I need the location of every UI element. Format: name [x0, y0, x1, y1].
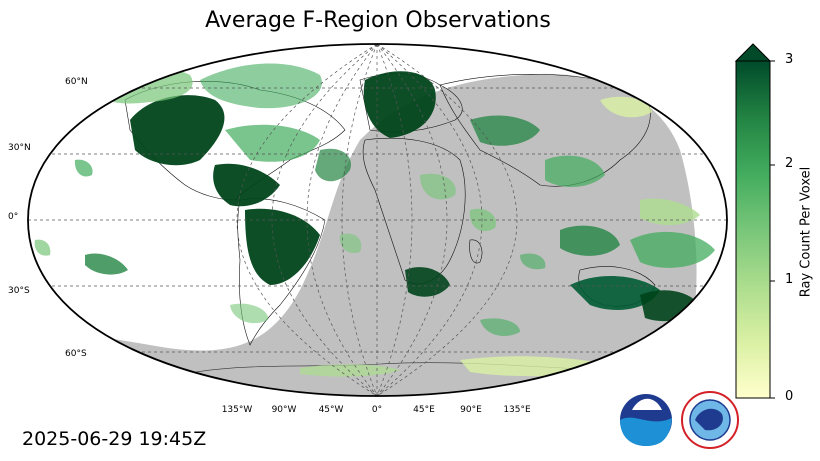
map-title: Average F-Region Observations	[205, 8, 551, 33]
lat-label-0: 0°	[8, 212, 18, 222]
lon-label-45w: 45°W	[319, 405, 344, 415]
night-shading	[60, 73, 697, 396]
timestamp: 2025-06-29 19:45Z	[22, 428, 207, 450]
colorbar-tick-3: 3	[785, 52, 794, 67]
lat-label-60n: 60°N	[65, 77, 88, 87]
colorbar-title: Ray Count Per Voxel	[798, 166, 814, 298]
colorbar-tick-2: 2	[785, 156, 794, 171]
lat-label-60s: 60°S	[65, 349, 87, 359]
lon-label-45e: 45°E	[413, 405, 435, 415]
graticule	[28, 44, 727, 396]
colorbar-tick-1: 1	[785, 272, 794, 287]
lat-label-30s: 30°S	[8, 286, 30, 296]
noaa-logo-text: NOAA	[635, 404, 658, 412]
noaa-logo	[620, 394, 672, 446]
lat-label-30n: 30°N	[8, 143, 31, 153]
lon-label-90e: 90°E	[460, 405, 482, 415]
globe-border	[27, 43, 728, 397]
lon-label-0: 0°	[372, 405, 382, 415]
lon-label-90w: 90°W	[272, 405, 297, 415]
colorbar-extend-arrow	[734, 43, 772, 62]
colorbar	[734, 43, 775, 399]
nws-logo	[681, 391, 739, 449]
lon-label-135w: 135°W	[222, 405, 253, 415]
colorbar-tick-0: 0	[785, 389, 794, 404]
lon-label-135e: 135°E	[503, 405, 531, 415]
